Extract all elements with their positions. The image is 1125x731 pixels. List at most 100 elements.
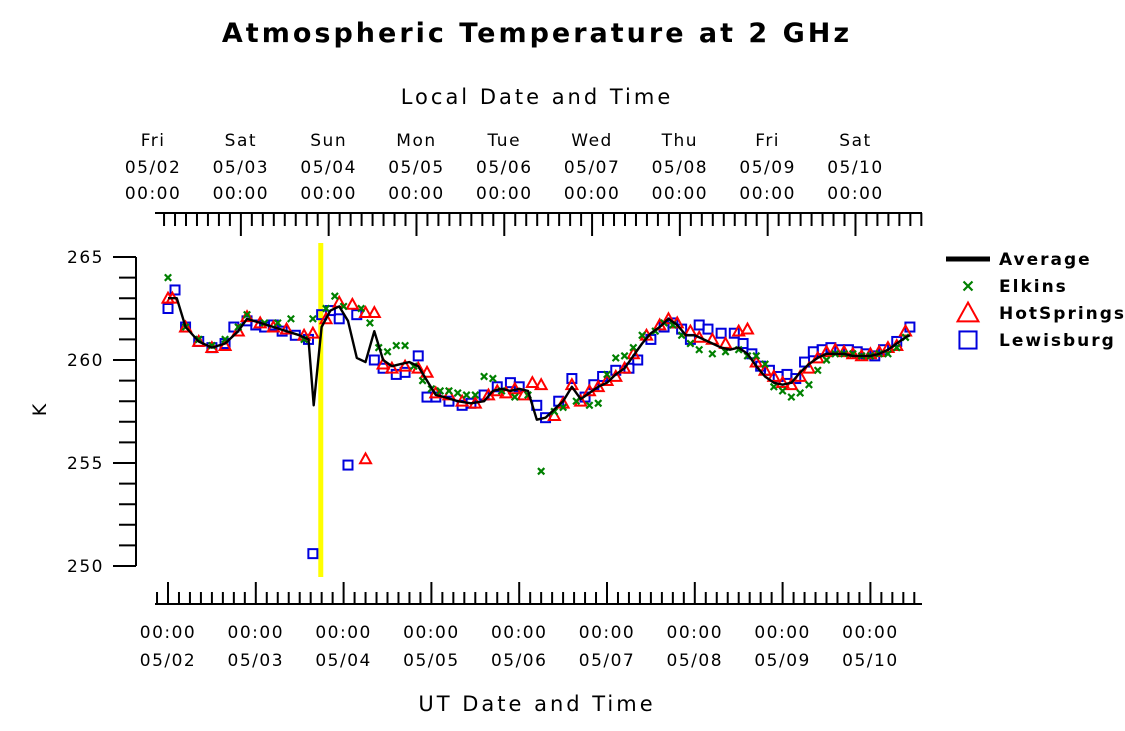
x-stroke [444,386,453,395]
elkins-point [778,386,787,395]
y-tick-label: 250 [67,557,104,577]
elkins-point [787,393,796,402]
top-tick-day: Sat [839,131,871,151]
elkins-point [572,397,581,406]
x-stroke [221,335,230,344]
legend-item-lewisburg: Lewisburg [958,330,1114,351]
x-stroke [585,401,594,410]
elkins-point [761,360,770,369]
elkins-point [708,349,717,358]
elkins-point [629,343,638,352]
elkins-point [488,374,497,383]
hotsprings-point [718,335,733,349]
x-stroke [695,345,704,354]
elkins-point [164,273,172,282]
elkins-point [383,347,392,356]
legend-label: Average [999,250,1092,270]
top-tick-time: 00:00 [827,184,884,204]
x-stroke [962,280,974,292]
lewisburg-point [728,327,740,339]
hotsprings-point [375,356,391,370]
x-stroke [365,318,374,327]
top-tick-date: 05/07 [564,158,621,178]
top-tick-time: 00:00 [739,184,796,204]
top-tick-date: 05/08 [652,158,709,178]
elkins-point [585,401,594,410]
x-stroke [308,314,317,323]
lewisburg-point [412,350,424,362]
x-stroke [286,314,295,323]
elkins-point [804,380,813,389]
bottom-tick-time: 00:00 [403,623,460,643]
x-stroke [892,343,901,352]
hotsprings-point [358,305,373,319]
top-tick-date: 05/05 [388,158,445,178]
elkins-point [769,382,778,391]
bottom-tick-date: 05/09 [754,651,811,671]
legend-label: Elkins [999,277,1068,297]
lewisburg-point [693,319,705,331]
legend-item-average: Average [946,250,1092,270]
x-stroke [392,341,401,350]
elkins-point [603,370,611,379]
legend-marker-x [962,280,974,292]
hotsprings-point [178,319,193,333]
top-tick-time: 00:00 [652,184,709,204]
elkins-point [686,339,695,348]
elkins-point [611,353,620,362]
hotsprings-point [525,375,540,389]
legend-marker-square [958,330,978,350]
elkins-point [365,318,374,327]
hotsprings-point [845,346,861,360]
hotsprings-point [305,325,321,339]
x-stroke [572,397,581,406]
x-stroke [471,391,480,399]
x-stroke [594,399,603,408]
bottom-tick-time: 00:00 [579,623,636,643]
elkins-point [322,304,331,313]
x-axis-title: UT Date and Time [418,692,655,716]
x-stroke [769,382,778,391]
elkins-point [436,386,445,395]
elkins-point [695,345,704,354]
elkins-point [273,318,282,327]
x-stroke [743,351,752,360]
hotsprings-point [819,344,834,358]
elkins-point [471,391,480,399]
hotsprings-point [397,358,413,372]
x-stroke [453,388,462,397]
lewisburg-point [333,313,345,325]
elkins-point [392,341,401,350]
top-tick-time: 00:00 [564,184,621,204]
lewisburg-point [368,354,380,366]
top-tick-time: 00:00 [300,184,357,204]
x-stroke [462,391,471,399]
x-stroke [787,393,796,402]
top-tick-time: 00:00 [125,184,182,204]
bottom-tick-time: 00:00 [842,623,899,643]
elkins-point [480,372,489,381]
hotsprings-point [367,305,382,319]
x-stroke [734,345,743,354]
bottom-tick-time: 00:00 [491,623,548,643]
bottom-tick-date: 05/03 [228,651,285,671]
bottom-tick-time: 00:00 [228,623,285,643]
x-stroke [796,388,805,397]
hotsprings-point [775,375,790,389]
x-stroke [164,273,172,282]
x-stroke [357,304,366,313]
top-tick-day: Sun [310,131,347,151]
x-stroke [804,380,813,389]
y-tick-label: 265 [67,248,104,268]
hotsprings-point [731,323,746,337]
hotsprings-point [766,368,782,382]
top-tick-date: 05/04 [300,158,357,178]
legend-item-elkins: Elkins [962,277,1068,297]
elkins-point [813,366,822,375]
elkins-point [752,351,761,360]
legend-label: HotSprings [999,304,1125,324]
bottom-tick-date: 05/02 [140,651,197,671]
elkins-point [444,386,453,395]
hotsprings-point [661,311,676,325]
